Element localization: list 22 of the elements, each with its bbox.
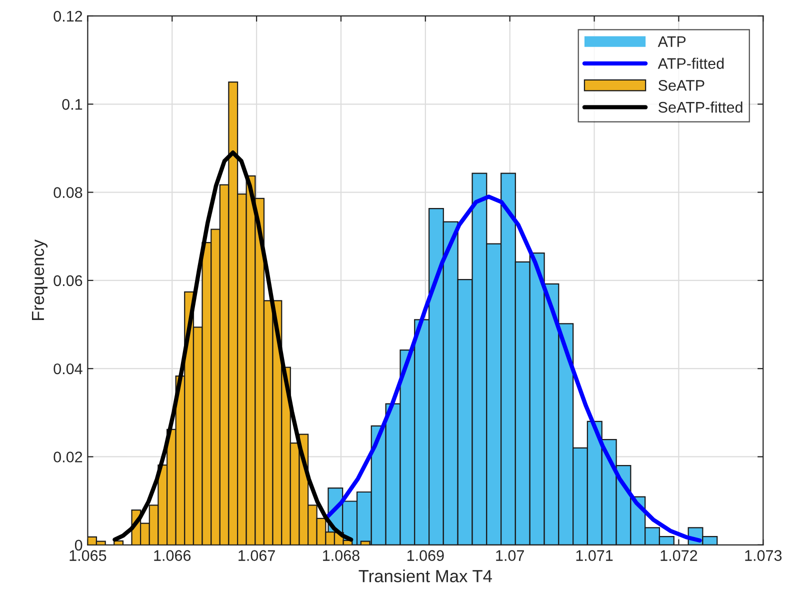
y-tick-label: 0.08 <box>54 187 82 198</box>
x-tick-label: 1.066 <box>154 550 191 561</box>
legend-label: ATP <box>658 36 686 47</box>
y-axis-title: Frequency <box>32 239 48 320</box>
x-tick-label: 1.067 <box>238 550 275 561</box>
x-tick-label: 1.072 <box>660 550 698 561</box>
x-tick-label: 1.065 <box>70 550 106 561</box>
y-tick-label: 0.12 <box>54 10 82 22</box>
x-axis-title: Transient Max T4 <box>358 570 492 582</box>
legend-label: SeATP-fitted <box>658 101 742 113</box>
y-tick-label: 0.06 <box>54 275 82 286</box>
y-tick-label: 0.1 <box>62 99 82 110</box>
legend-label: SeATP <box>658 80 704 91</box>
x-tick-label: 1.071 <box>576 550 613 561</box>
legend-label: ATP-fitted <box>658 58 724 69</box>
y-tick-label: 0.04 <box>54 363 82 374</box>
y-tick-label: 0 <box>74 540 82 551</box>
x-tick-label: 1.073 <box>745 550 782 561</box>
x-tick-label: 1.07 <box>496 550 524 561</box>
x-tick-label: 1.068 <box>323 550 360 561</box>
x-tick-label: 1.069 <box>407 550 444 561</box>
y-tick-label: 0.02 <box>54 452 82 462</box>
